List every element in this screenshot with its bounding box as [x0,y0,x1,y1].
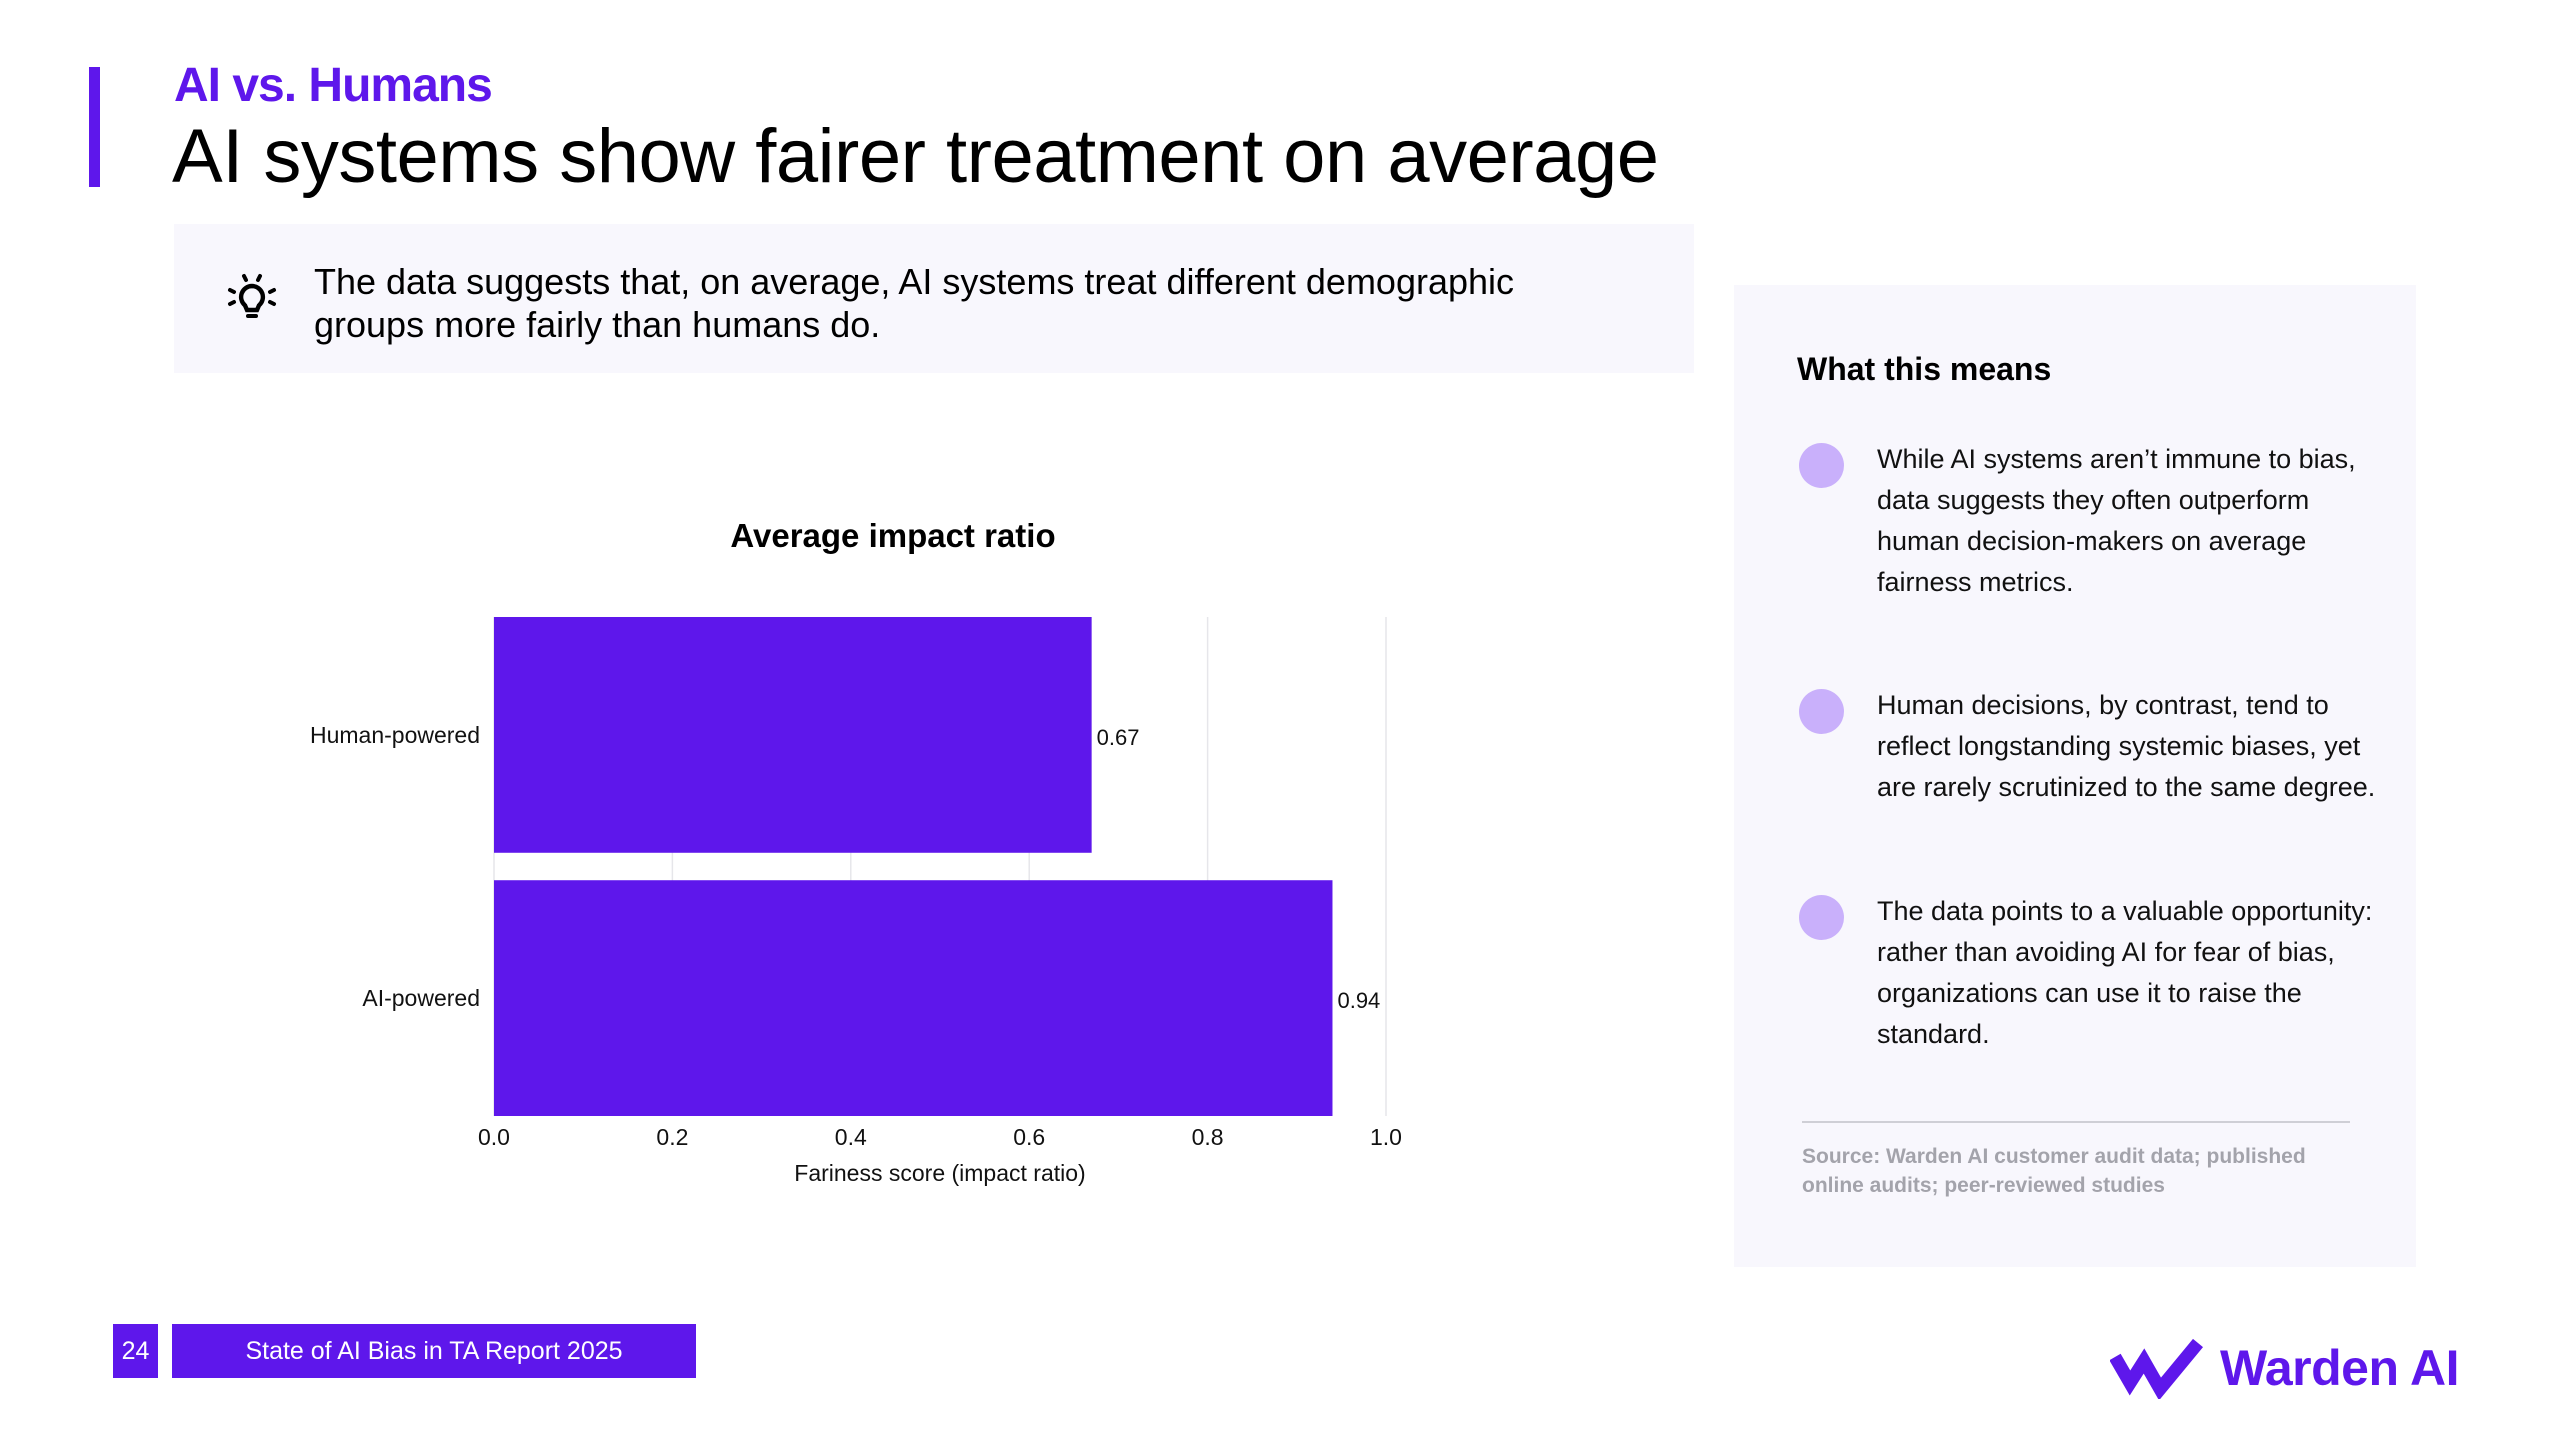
x-tick-label: 0.0 [478,1124,510,1150]
title-accent-bar [89,67,100,187]
callout-text: The data suggests that, on average, AI s… [314,261,1515,345]
bullet-dot-icon [1799,443,1844,488]
panel-divider [1802,1121,2350,1123]
bar-human-powered [494,617,1092,853]
x-axis-label: Fariness score (impact ratio) [794,1160,1085,1186]
category-label: Human-powered [310,722,480,748]
report-title-badge: State of AI Bias in TA Report 2025 [172,1324,696,1378]
labels: 0.0 0.2 0.4 0.6 0.8 1.0 Human-powered 0.67 AI-po… [310,722,1402,1150]
page-number: 24 [113,1324,158,1378]
source-note: Source: Warden AI customer audit data; p… [1802,1145,2306,1197]
x-tick-label: 0.4 [835,1124,867,1150]
bullet-dot-icon [1799,895,1844,940]
value-label: 0.94 [1337,988,1380,1013]
x-tick-label: 0.8 [1192,1124,1224,1150]
bar-ai-powered [494,880,1333,1116]
warden-ai-logo: Warden AI [2110,1335,2460,1401]
x-tick-label: 0.2 [656,1124,688,1150]
category-label: AI-powered [362,985,480,1011]
lightbulb-icon [228,274,276,318]
value-label: 0.67 [1097,725,1140,750]
page-title: AI systems show fairer treatment on aver… [172,114,1659,199]
impact-ratio-chart: Average impact ratio 0.0 0.2 0.4 0.6 0.8 1.0 H… [310,517,1402,1186]
x-tick-label: 0.6 [1013,1124,1045,1150]
what-this-means-panel: What this means While AI systems aren’t … [1734,285,2416,1267]
panel-heading: What this means [1797,351,2052,387]
section-kicker: AI vs. Humans [174,59,493,112]
warden-logo-icon [2110,1338,2204,1399]
bullet-dot-icon [1799,689,1844,734]
bullet-text: While AI systems aren’t immune to bias, … [1877,444,2356,597]
insight-callout: The data suggests that, on average, AI s… [174,224,1694,373]
logo-text: Warden AI [2220,1340,2460,1396]
bullet-text: The data points to a valuable opportunit… [1877,896,2373,1049]
bullet-text: Human decisions, by contrast, tend to re… [1877,690,2376,802]
x-tick-label: 1.0 [1370,1124,1402,1150]
bars [494,617,1333,1116]
chart-title: Average impact ratio [730,517,1055,554]
